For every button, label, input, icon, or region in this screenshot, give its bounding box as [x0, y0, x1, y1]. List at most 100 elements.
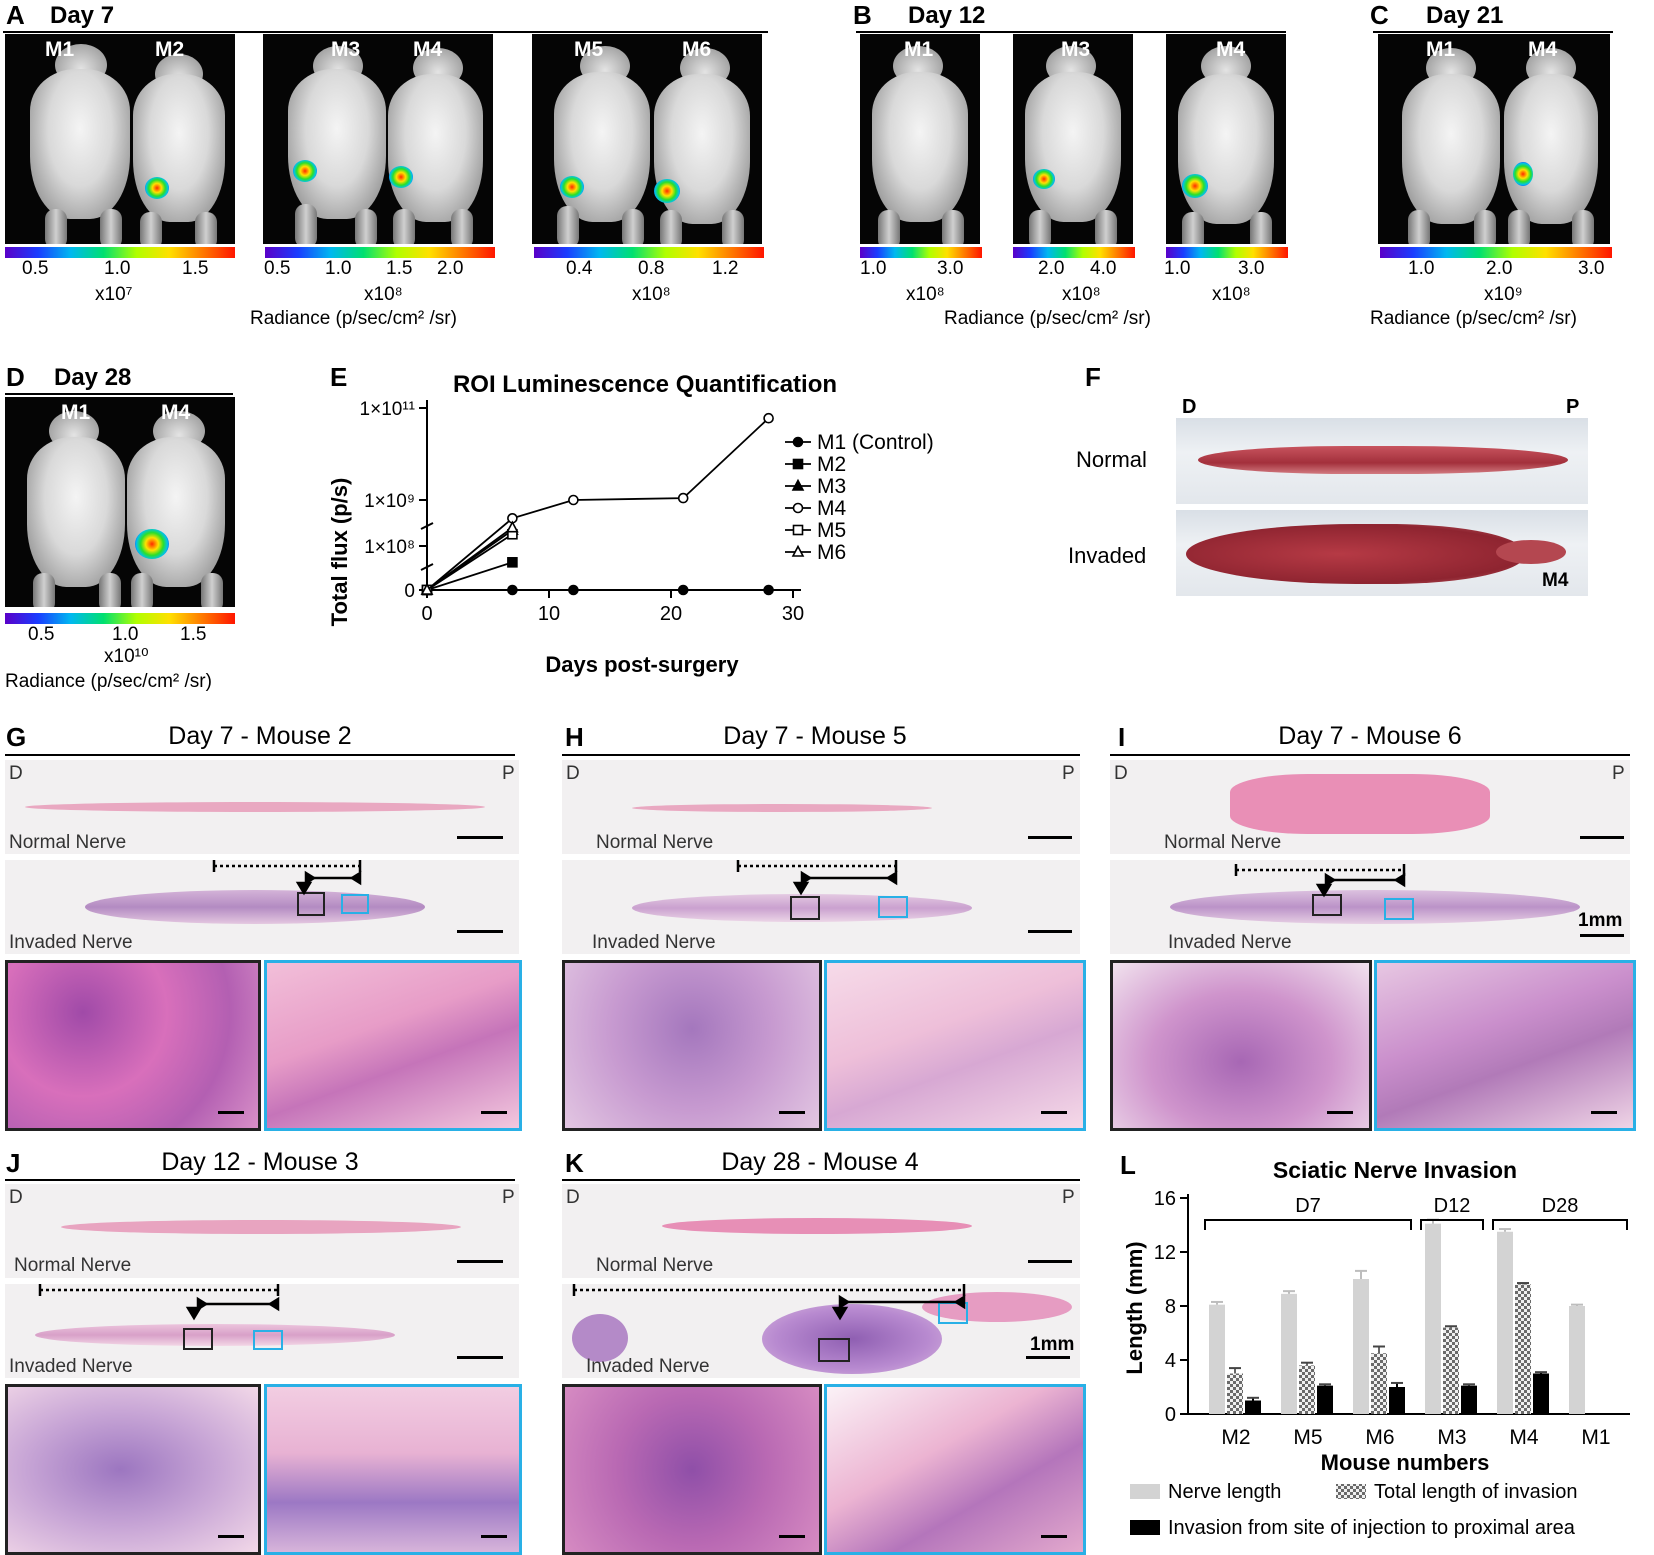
legend-label: Total length of invasion [1374, 1481, 1577, 1503]
panel-k-rule [562, 1179, 1080, 1181]
group-bracket [1420, 1219, 1484, 1230]
scale-bar [481, 1535, 507, 1538]
invaded-nerve-section [1110, 860, 1630, 954]
bli-image-m1-m4-day28: M1 M4 [5, 397, 235, 607]
panel-j-title: Day 12 - Mouse 3 [161, 1148, 359, 1176]
colorbar-tick: 0.5 [22, 258, 49, 279]
bar [1425, 1223, 1441, 1414]
y-tick-label: 0 [404, 581, 415, 602]
mouse-label: M1 [45, 38, 75, 61]
x-axis-label: Days post-surgery [545, 652, 739, 677]
panel-c-rule [1373, 31, 1613, 33]
colorbar-tick: 0.8 [638, 258, 665, 279]
data-point [763, 412, 774, 424]
y-tick-label: 1×10¹¹ [360, 399, 415, 420]
colorbar-tick: 3.0 [1238, 258, 1265, 279]
group-label: D12 [1434, 1195, 1471, 1217]
scale-bar [1580, 836, 1624, 839]
x-tick-label: M3 [1437, 1426, 1466, 1449]
panel-h-rule [562, 754, 1080, 756]
bar [1461, 1385, 1477, 1414]
bli-image-m4: M4 [1166, 34, 1286, 244]
colorbar-tick: 1.0 [104, 258, 131, 279]
mouse-label: M1 [61, 401, 91, 424]
invaded-nerve-section [562, 860, 1080, 954]
bioluminescence-spot [145, 177, 169, 199]
mouse-label: M1 [904, 38, 934, 61]
series-line [426, 561, 513, 591]
panel-i-title: Day 7 - Mouse 6 [1278, 722, 1462, 750]
mouse-label: M4 [1216, 38, 1246, 61]
mouse-label: M4 [413, 38, 443, 61]
panel-a-title: Day 7 [50, 2, 115, 29]
legend-label: M1 (Control) [817, 431, 934, 454]
colorbar-multiplier: x10⁸ [906, 284, 945, 305]
black-zoom-box [818, 1338, 850, 1362]
data-point [507, 584, 518, 596]
panel-k-title: Day 28 - Mouse 4 [721, 1148, 919, 1176]
group-bracket [1492, 1219, 1628, 1230]
scale-bar [1028, 836, 1072, 839]
y-axis-label: Length (mm) [1122, 1241, 1147, 1374]
mouse-label: M4 [1542, 570, 1569, 591]
mouse-label: M3 [1061, 38, 1091, 61]
blue-zoom-box [253, 1330, 283, 1350]
bioluminescence-spot [1513, 162, 1533, 186]
invaded-nerve-label: Invaded Nerve [1168, 932, 1292, 953]
data-point [568, 494, 579, 506]
blue-zoom-box [341, 894, 369, 914]
y-tick-label: 16 [1154, 1188, 1176, 1210]
legend-swatch [1130, 1484, 1160, 1499]
colorbar [1380, 247, 1612, 258]
normal-nerve-label: Normal Nerve [1164, 832, 1282, 853]
group-label: D7 [1295, 1195, 1321, 1217]
panel-c-title: Day 21 [1426, 2, 1504, 29]
panel-h-title: Day 7 - Mouse 5 [723, 722, 907, 750]
colorbar [1013, 247, 1135, 258]
group-label: D28 [1542, 1195, 1579, 1217]
mouse-label: M2 [155, 38, 185, 61]
panel-letter-h: H [565, 722, 584, 752]
scale-bar [218, 1111, 244, 1114]
mouse-label: M6 [682, 38, 712, 61]
bar [1299, 1365, 1315, 1414]
x-axis-label: Mouse numbers [1321, 1450, 1490, 1475]
colorbar-tick: 1.0 [112, 624, 139, 645]
roi-luminescence-chart: ROI Luminescence Quantification Total fl… [327, 371, 934, 677]
normal-label: Normal [1076, 447, 1147, 472]
zoom-black-border [5, 1384, 261, 1555]
sciatic-nerve-invasion-chart: Sciatic Nerve Invasion Length (mm) Mouse… [1122, 1157, 1630, 1539]
x-tick-label: M4 [1509, 1426, 1538, 1449]
bar [1497, 1231, 1513, 1414]
colorbar-tick: 3.0 [937, 258, 964, 279]
zoom-blue-border [824, 960, 1086, 1131]
normal-nerve-section [5, 1184, 519, 1278]
zoom-black-border [1110, 960, 1372, 1131]
invaded-label: Invaded [1068, 543, 1147, 568]
radiance-label: Radiance (p/sec/cm² /sr) [1370, 308, 1577, 329]
x-tick-label: 0 [421, 603, 432, 625]
scale-bar [457, 836, 503, 839]
distal-label: D [566, 763, 580, 784]
distal-label: D [1182, 396, 1197, 418]
colorbar-tick: 1.0 [325, 258, 352, 279]
panel-j-rule [5, 1179, 515, 1181]
legend-label: M6 [817, 541, 846, 564]
distal-label: D [566, 1187, 580, 1208]
bli-image-m1: M1 [860, 34, 980, 244]
bar [1389, 1387, 1405, 1414]
zoom-blue-border [1374, 960, 1636, 1131]
mouse-label: M1 [1426, 38, 1456, 61]
legend-swatch [1130, 1520, 1160, 1535]
x-tick-label: M5 [1293, 1426, 1322, 1449]
distal-label: D [9, 1187, 23, 1208]
colorbar-tick: 1.0 [860, 258, 887, 279]
bli-image-m3-m4: M3 M4 [263, 34, 493, 244]
legend-label: M5 [817, 519, 846, 542]
group-bracket [1204, 1219, 1412, 1230]
chart-title: ROI Luminescence Quantification [453, 371, 837, 398]
bar [1227, 1373, 1243, 1414]
bioluminescence-spot [654, 179, 680, 203]
legend-label: M2 [817, 453, 846, 476]
bioluminescence-spot [389, 166, 413, 188]
